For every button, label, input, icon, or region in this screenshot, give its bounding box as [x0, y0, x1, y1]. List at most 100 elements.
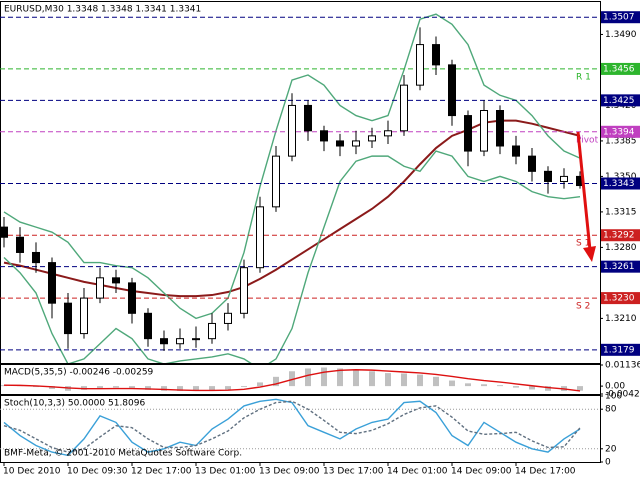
x-tick-label: 10 Dec 2010: [3, 467, 61, 477]
candle-body: [80, 297, 88, 335]
y-tick-label: 1.3315: [605, 207, 637, 217]
y-tick-label: 20: [605, 444, 617, 454]
y-tick-label: 1.3210: [605, 314, 637, 324]
level-tag-label: 1.3230: [603, 294, 635, 304]
y-tick-label: 1.3280: [605, 243, 637, 253]
macd-title: MACD(5,35,5) -0.00246 -0.00259: [4, 368, 154, 378]
frames: [0, 1, 601, 463]
level-name: Pivot: [576, 135, 599, 145]
x-tick-label: 10 Dec 09:30: [67, 467, 128, 477]
histogram-bar: [577, 386, 583, 391]
level-name: S 2: [576, 302, 590, 312]
histogram-bar: [337, 368, 343, 387]
forecast-arrowhead: [583, 246, 596, 262]
indicator-line: [3, 398, 581, 457]
x-tick-label: 13 Dec 09:00: [259, 467, 320, 477]
y-tick-label: 100: [605, 392, 622, 402]
candle-body: [256, 206, 264, 269]
indicator-line: [3, 150, 581, 363]
candle-body: [224, 312, 232, 324]
histogram-bar: [129, 386, 135, 389]
histogram-bar: [273, 376, 279, 387]
level-tag-label: 1.3179: [603, 345, 635, 355]
histogram-bar: [385, 373, 391, 387]
candle-body: [496, 110, 504, 147]
level-tag: [601, 260, 640, 273]
histogram-bar: [513, 386, 519, 388]
candle-body: [560, 175, 568, 182]
histogram-bar: [225, 386, 231, 390]
level-tag: [601, 125, 640, 138]
histogram-bar: [481, 384, 487, 387]
candle-body: [432, 44, 440, 66]
y-tick-label: 0.01136: [605, 361, 640, 371]
histogram-bar: [161, 386, 167, 391]
candle-body: [288, 104, 296, 157]
candle-body: [112, 277, 120, 284]
candle-body: [368, 135, 376, 142]
histogram-bar: [81, 386, 87, 390]
stoch-title: Stoch(10,3,3) 50.0000 51.8096: [4, 399, 145, 409]
indicator-line: [3, 400, 581, 453]
indicator-line: [3, 369, 581, 392]
x-tick-label: 14 Dec 01:00: [387, 467, 448, 477]
level-tag: [601, 177, 640, 190]
histogram-bar: [257, 382, 263, 387]
candle-body: [48, 262, 56, 304]
histogram-bar: [449, 380, 455, 387]
candle-body: [176, 338, 184, 345]
level-tag: [601, 11, 640, 24]
x-tick-label: 13 Dec 17:00: [323, 467, 384, 477]
candle-body: [304, 104, 312, 132]
histogram-bar: [145, 386, 151, 390]
candle-body: [16, 236, 24, 253]
candle-body: [128, 282, 136, 314]
histogram-bar: [353, 369, 359, 387]
histogram-bar: [433, 376, 439, 387]
histogram-bar: [497, 385, 503, 387]
histogram-bar: [305, 368, 311, 387]
level-name: S 1: [576, 239, 590, 249]
x-tick-label: 12 Dec 17:00: [131, 467, 192, 477]
level-tag-label: 1.3261: [603, 262, 635, 272]
forecast-arrow: [576, 131, 592, 251]
level-tag: [601, 343, 640, 356]
y-tick-label: 1.3385: [605, 136, 637, 146]
level-tag-label: 1.3456: [603, 64, 635, 74]
y-tick-label: 1.3350: [605, 172, 637, 182]
level-tag-label: 1.3394: [603, 127, 635, 137]
histogram-bar: [545, 386, 551, 391]
histogram-bar: [193, 386, 199, 391]
indicator-line: [3, 13, 581, 320]
candle-body: [0, 226, 8, 238]
y-tick-label: 80: [605, 405, 617, 415]
level-tag: [601, 62, 640, 75]
level-tag-label: 1.3343: [603, 179, 635, 189]
y-tick-label: 0: [605, 458, 611, 468]
copyright: BMF-Meta, © 2001-2010 MetaQuotes Softwar…: [4, 449, 242, 459]
candle-body: [96, 277, 104, 299]
panel-plot: [0, 398, 600, 457]
histogram-bar: [209, 386, 215, 391]
level-tag-label: 1.3507: [603, 13, 635, 23]
candle-body: [512, 145, 520, 157]
histogram-bar: [369, 371, 375, 387]
x-tick-label: 14 Dec 17:00: [515, 467, 576, 477]
candle-body: [208, 322, 216, 340]
histogram-bar: [289, 371, 295, 387]
plot-layer: 10 Dec 2010 10 Dec 09:30 12 Dec 17:00 13 De…: [0, 11, 640, 477]
candle-body: [320, 130, 328, 142]
candle-body: [336, 140, 344, 147]
candle-body: [528, 155, 536, 172]
x-tick-label: 14 Dec 09:00: [451, 467, 512, 477]
histogram-bar: [241, 386, 247, 388]
candle-body: [416, 44, 424, 86]
candle-body: [64, 302, 72, 335]
level-name: R 1: [576, 72, 591, 82]
panel-plot: [1, 367, 583, 392]
level-tag: [601, 229, 640, 242]
candle-body: [192, 338, 200, 341]
candle-body: [480, 110, 488, 152]
histogram-bar: [113, 386, 119, 388]
candle-body: [352, 140, 360, 147]
